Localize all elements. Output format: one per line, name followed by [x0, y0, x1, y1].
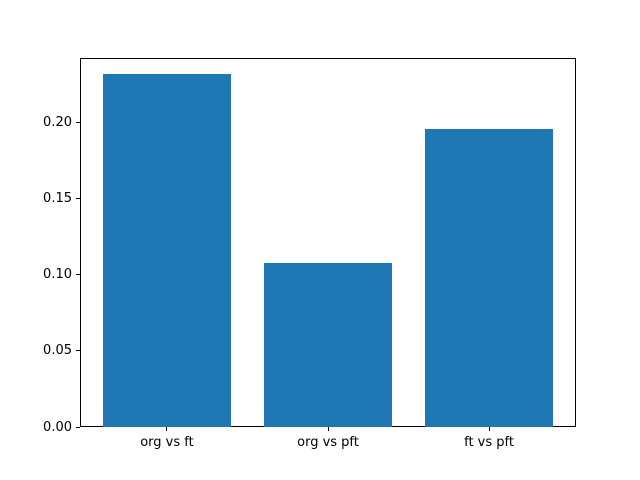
y-tick-label: 0.15	[43, 191, 72, 207]
x-tick-mark	[488, 427, 490, 431]
y-tick-mark	[76, 274, 80, 276]
y-tick-mark	[76, 198, 80, 200]
x-tick-mark	[327, 427, 329, 431]
x-tick-label: org vs pft	[297, 435, 359, 450]
bar-ft-vs-pft	[424, 128, 554, 427]
y-tick-mark	[76, 122, 80, 124]
bar-org-vs-ft	[102, 74, 232, 427]
x-tick-mark	[166, 427, 168, 431]
x-tick-label: ft vs pft	[464, 435, 514, 450]
y-tick-label: 0.05	[43, 343, 72, 359]
y-tick-mark	[76, 350, 80, 352]
bar-org-vs-pft	[263, 262, 393, 427]
y-tick-label: 0.20	[43, 115, 72, 131]
y-tick-label: 0.10	[43, 267, 72, 283]
x-tick-label: org vs ft	[140, 435, 194, 450]
y-tick-label: 0.00	[43, 419, 72, 435]
y-tick-mark	[76, 426, 80, 428]
